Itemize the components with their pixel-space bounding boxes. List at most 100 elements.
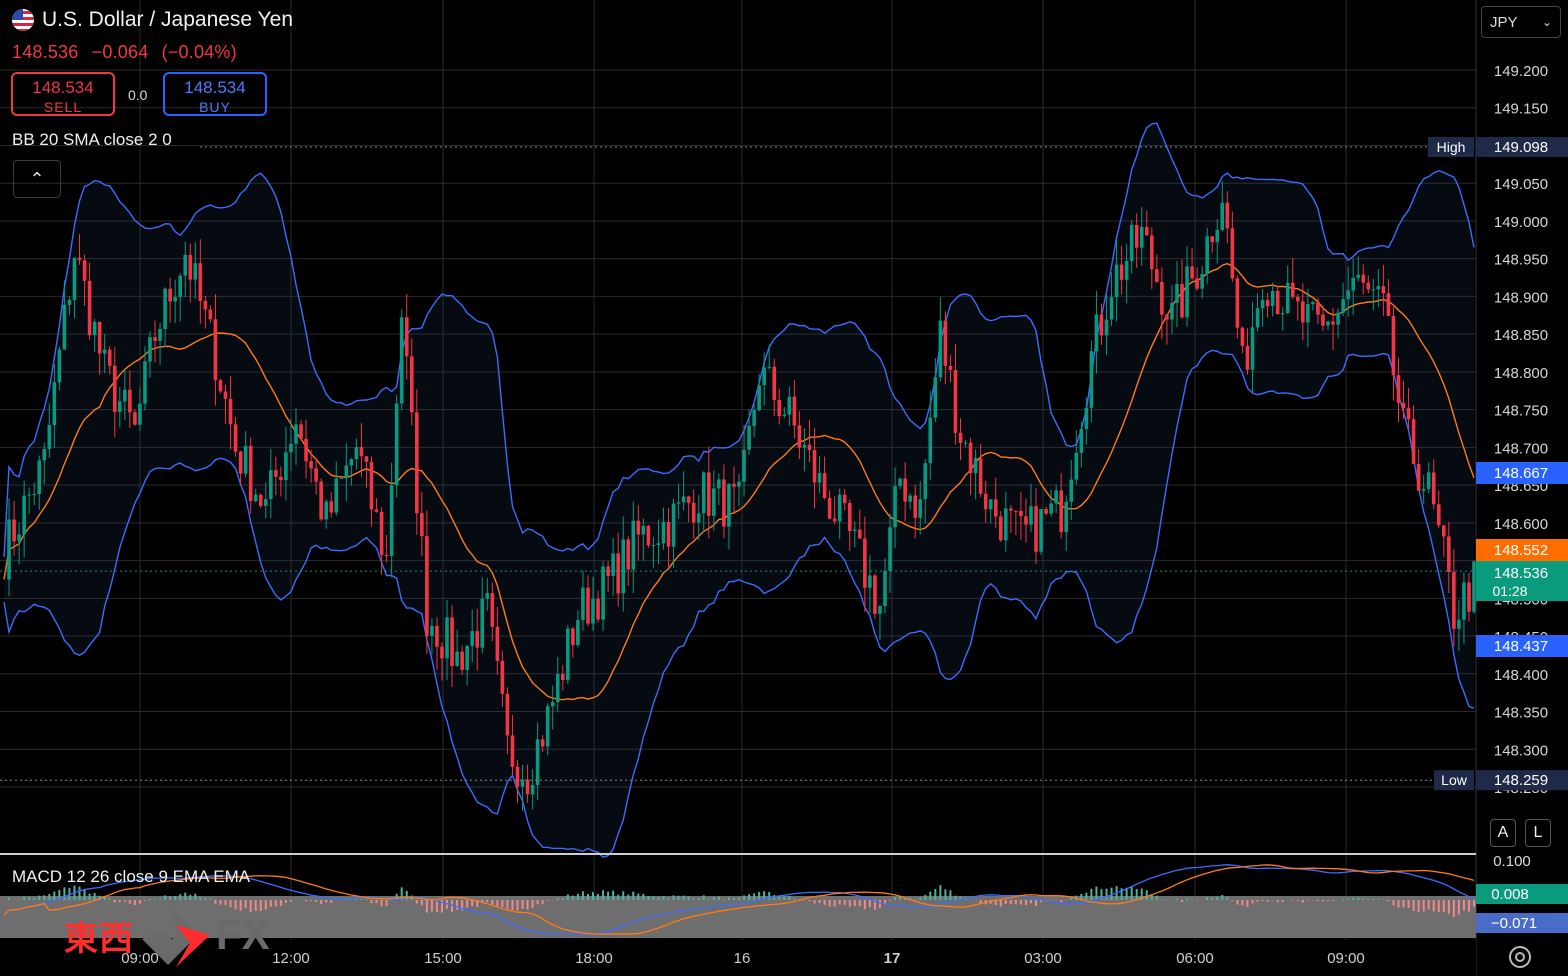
candle-body <box>1296 296 1300 302</box>
bb-upper-tag-bg <box>1476 462 1568 484</box>
candle-body <box>611 553 615 576</box>
candle-body <box>1084 407 1089 430</box>
candle-body <box>455 651 459 666</box>
candle-body <box>933 377 938 418</box>
candle-body <box>676 502 681 504</box>
candle-body <box>279 476 283 481</box>
bb-basis-tag-bg <box>1476 539 1568 561</box>
candle-body <box>1436 504 1441 526</box>
low-label: Low <box>1441 772 1468 788</box>
candle-body <box>530 785 535 795</box>
candle-body <box>1411 419 1416 464</box>
candle-body <box>399 317 404 404</box>
candle-body <box>868 575 872 588</box>
candle-body <box>97 321 102 354</box>
candle-body <box>102 349 107 354</box>
price-change-pct: (−0.04%) <box>161 42 237 62</box>
candle-body <box>158 329 162 341</box>
buy-button[interactable]: 148.534 BUY <box>163 72 267 116</box>
candle-body <box>495 626 500 661</box>
candle-body <box>339 477 344 479</box>
candle-body <box>525 779 530 795</box>
candle-body <box>1396 375 1401 403</box>
candle-body <box>319 481 323 520</box>
candle-body <box>1447 536 1451 572</box>
buy-price: 148.534 <box>184 78 246 97</box>
candle-body <box>1285 282 1290 313</box>
candle-body <box>389 485 394 556</box>
candle-body <box>656 543 661 546</box>
candle-body <box>1215 230 1220 243</box>
candle-body <box>248 445 253 502</box>
candle-body <box>470 631 474 646</box>
candle-body <box>1311 302 1315 305</box>
candle-body <box>540 739 545 747</box>
candle-body <box>253 494 258 502</box>
candle-body <box>742 449 746 482</box>
candle-body <box>485 593 490 599</box>
log-scale-button[interactable]: L <box>1525 819 1551 847</box>
candle-body <box>425 536 429 636</box>
candle-body <box>1441 525 1446 537</box>
candle-body <box>309 461 313 469</box>
candle-body <box>198 263 203 301</box>
candle-body <box>1225 202 1230 229</box>
price-tick-label: 149.000 <box>1494 214 1548 231</box>
candle-body <box>1280 312 1285 315</box>
candle-body <box>581 587 585 621</box>
candle-body <box>1185 266 1189 318</box>
sell-price: 148.534 <box>32 78 94 97</box>
candle-body <box>1175 283 1179 303</box>
chevron-up-icon: ⌃ <box>29 168 45 189</box>
candle-body <box>1265 299 1270 307</box>
symbol-title[interactable]: U.S. Dollar / Japanese Yen <box>42 8 293 31</box>
sell-button[interactable]: 148.534 SELL <box>11 72 115 116</box>
candle-body <box>188 254 193 280</box>
candle-body <box>686 496 691 503</box>
candle-body <box>359 447 364 457</box>
candle-body <box>1190 266 1194 279</box>
candle-body <box>832 518 837 522</box>
candle-body <box>404 317 409 357</box>
collapse-legend-button[interactable]: ⌃ <box>13 160 61 198</box>
candle-body <box>1240 327 1245 346</box>
candle-body <box>1019 510 1023 517</box>
price-tick-label: 148.950 <box>1494 252 1548 269</box>
candle-body <box>787 396 792 415</box>
settings-gear-icon[interactable] <box>1509 946 1531 968</box>
candle-body <box>92 321 97 336</box>
auto-scale-button[interactable]: A <box>1490 819 1516 847</box>
macd-indicator-label[interactable]: MACD 12 26 close 9 EMA EMA <box>12 867 251 886</box>
candle-body <box>973 458 978 474</box>
candle-body <box>148 337 152 362</box>
candle-body <box>822 473 827 498</box>
candle-body <box>450 617 454 666</box>
bb-indicator-label[interactable]: BB 20 SMA close 2 0 <box>12 130 172 149</box>
candle-body <box>1124 260 1129 280</box>
buy-label: BUY <box>199 99 231 115</box>
candle-body <box>777 399 782 417</box>
candle-body <box>208 309 213 320</box>
candle-body <box>762 367 766 386</box>
candle-body <box>1351 277 1355 291</box>
candle-body <box>27 494 31 496</box>
candle-body <box>1004 508 1008 541</box>
currency-select[interactable]: JPY ⌄ <box>1481 6 1561 38</box>
us-flag-icon <box>12 9 34 31</box>
candle-body <box>1426 472 1431 489</box>
candle-body <box>1452 571 1456 629</box>
price-tick-label: 148.850 <box>1494 327 1548 344</box>
bb-lower-line <box>3 349 1475 859</box>
candle-body <box>344 465 349 478</box>
candle-body <box>1180 283 1184 318</box>
candle-body <box>1316 302 1320 315</box>
candle-body <box>203 300 208 310</box>
candle-body <box>712 488 716 516</box>
candle-body <box>1336 312 1340 325</box>
high-label-bg <box>1428 136 1474 157</box>
price-tick-label: 148.400 <box>1494 667 1548 684</box>
low-price-tag-bg <box>1476 770 1568 791</box>
candle-body <box>1064 501 1069 533</box>
candle-body <box>258 494 263 506</box>
